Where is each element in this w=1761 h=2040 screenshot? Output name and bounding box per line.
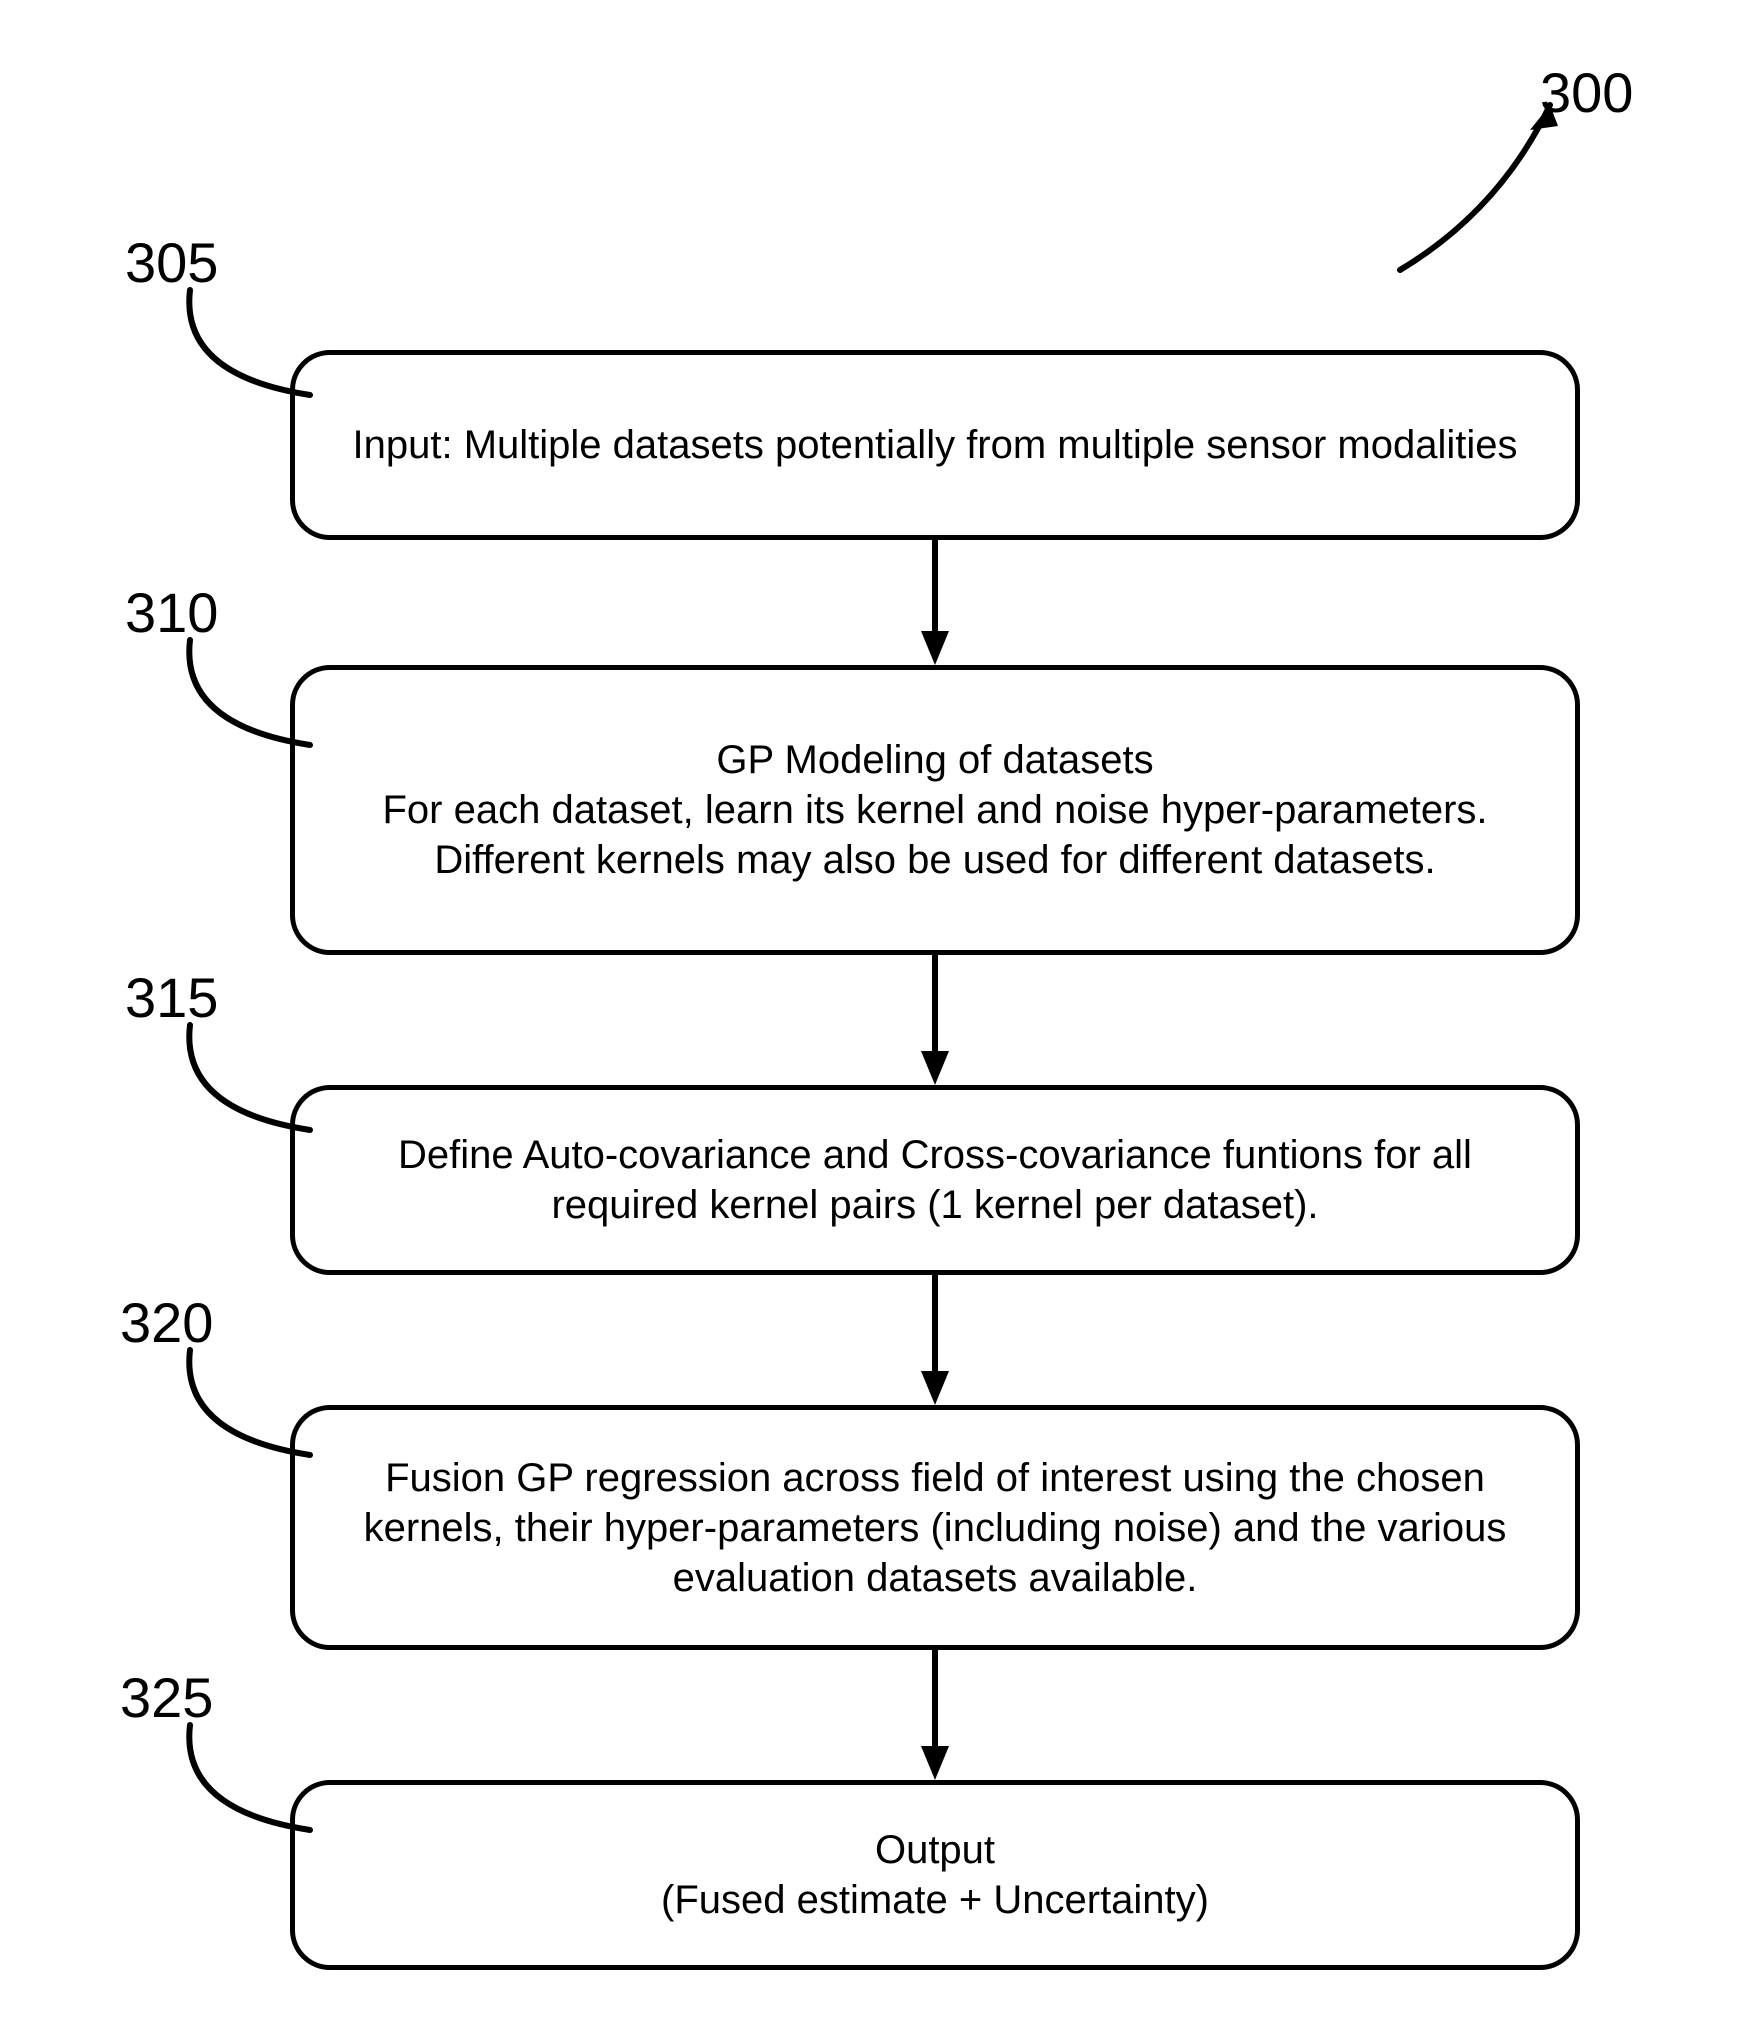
flow-box-text: Output(Fused estimate + Uncertainty) <box>295 1815 1575 1935</box>
ref-label-320: 320 <box>120 1290 213 1355</box>
flow-box-text: Define Auto-covariance and Cross-covaria… <box>295 1120 1575 1240</box>
flow-arrow <box>910 1275 960 1405</box>
flow-box-text: Fusion GP regression across field of int… <box>295 1443 1575 1613</box>
flow-box-text: Input: Multiple datasets potentially fro… <box>295 410 1575 480</box>
ref-label-305: 305 <box>125 230 218 295</box>
flow-box-text: GP Modeling of datasetsFor each dataset,… <box>295 725 1575 895</box>
ref-label-310: 310 <box>125 580 218 645</box>
flow-box-b325: Output(Fused estimate + Uncertainty) <box>290 1780 1580 1970</box>
diagram-canvas: Input: Multiple datasets potentially fro… <box>0 0 1761 2040</box>
flow-box-b320: Fusion GP regression across field of int… <box>290 1405 1580 1650</box>
flow-arrow <box>910 1650 960 1780</box>
figure-ref-label: 300 <box>1540 60 1633 125</box>
ref-label-325: 325 <box>120 1665 213 1730</box>
flow-arrow <box>910 540 960 665</box>
ref-label-315: 315 <box>125 965 218 1030</box>
flow-box-b315: Define Auto-covariance and Cross-covaria… <box>290 1085 1580 1275</box>
flow-box-b305: Input: Multiple datasets potentially fro… <box>290 350 1580 540</box>
flow-box-b310: GP Modeling of datasetsFor each dataset,… <box>290 665 1580 955</box>
flow-arrow <box>910 955 960 1085</box>
